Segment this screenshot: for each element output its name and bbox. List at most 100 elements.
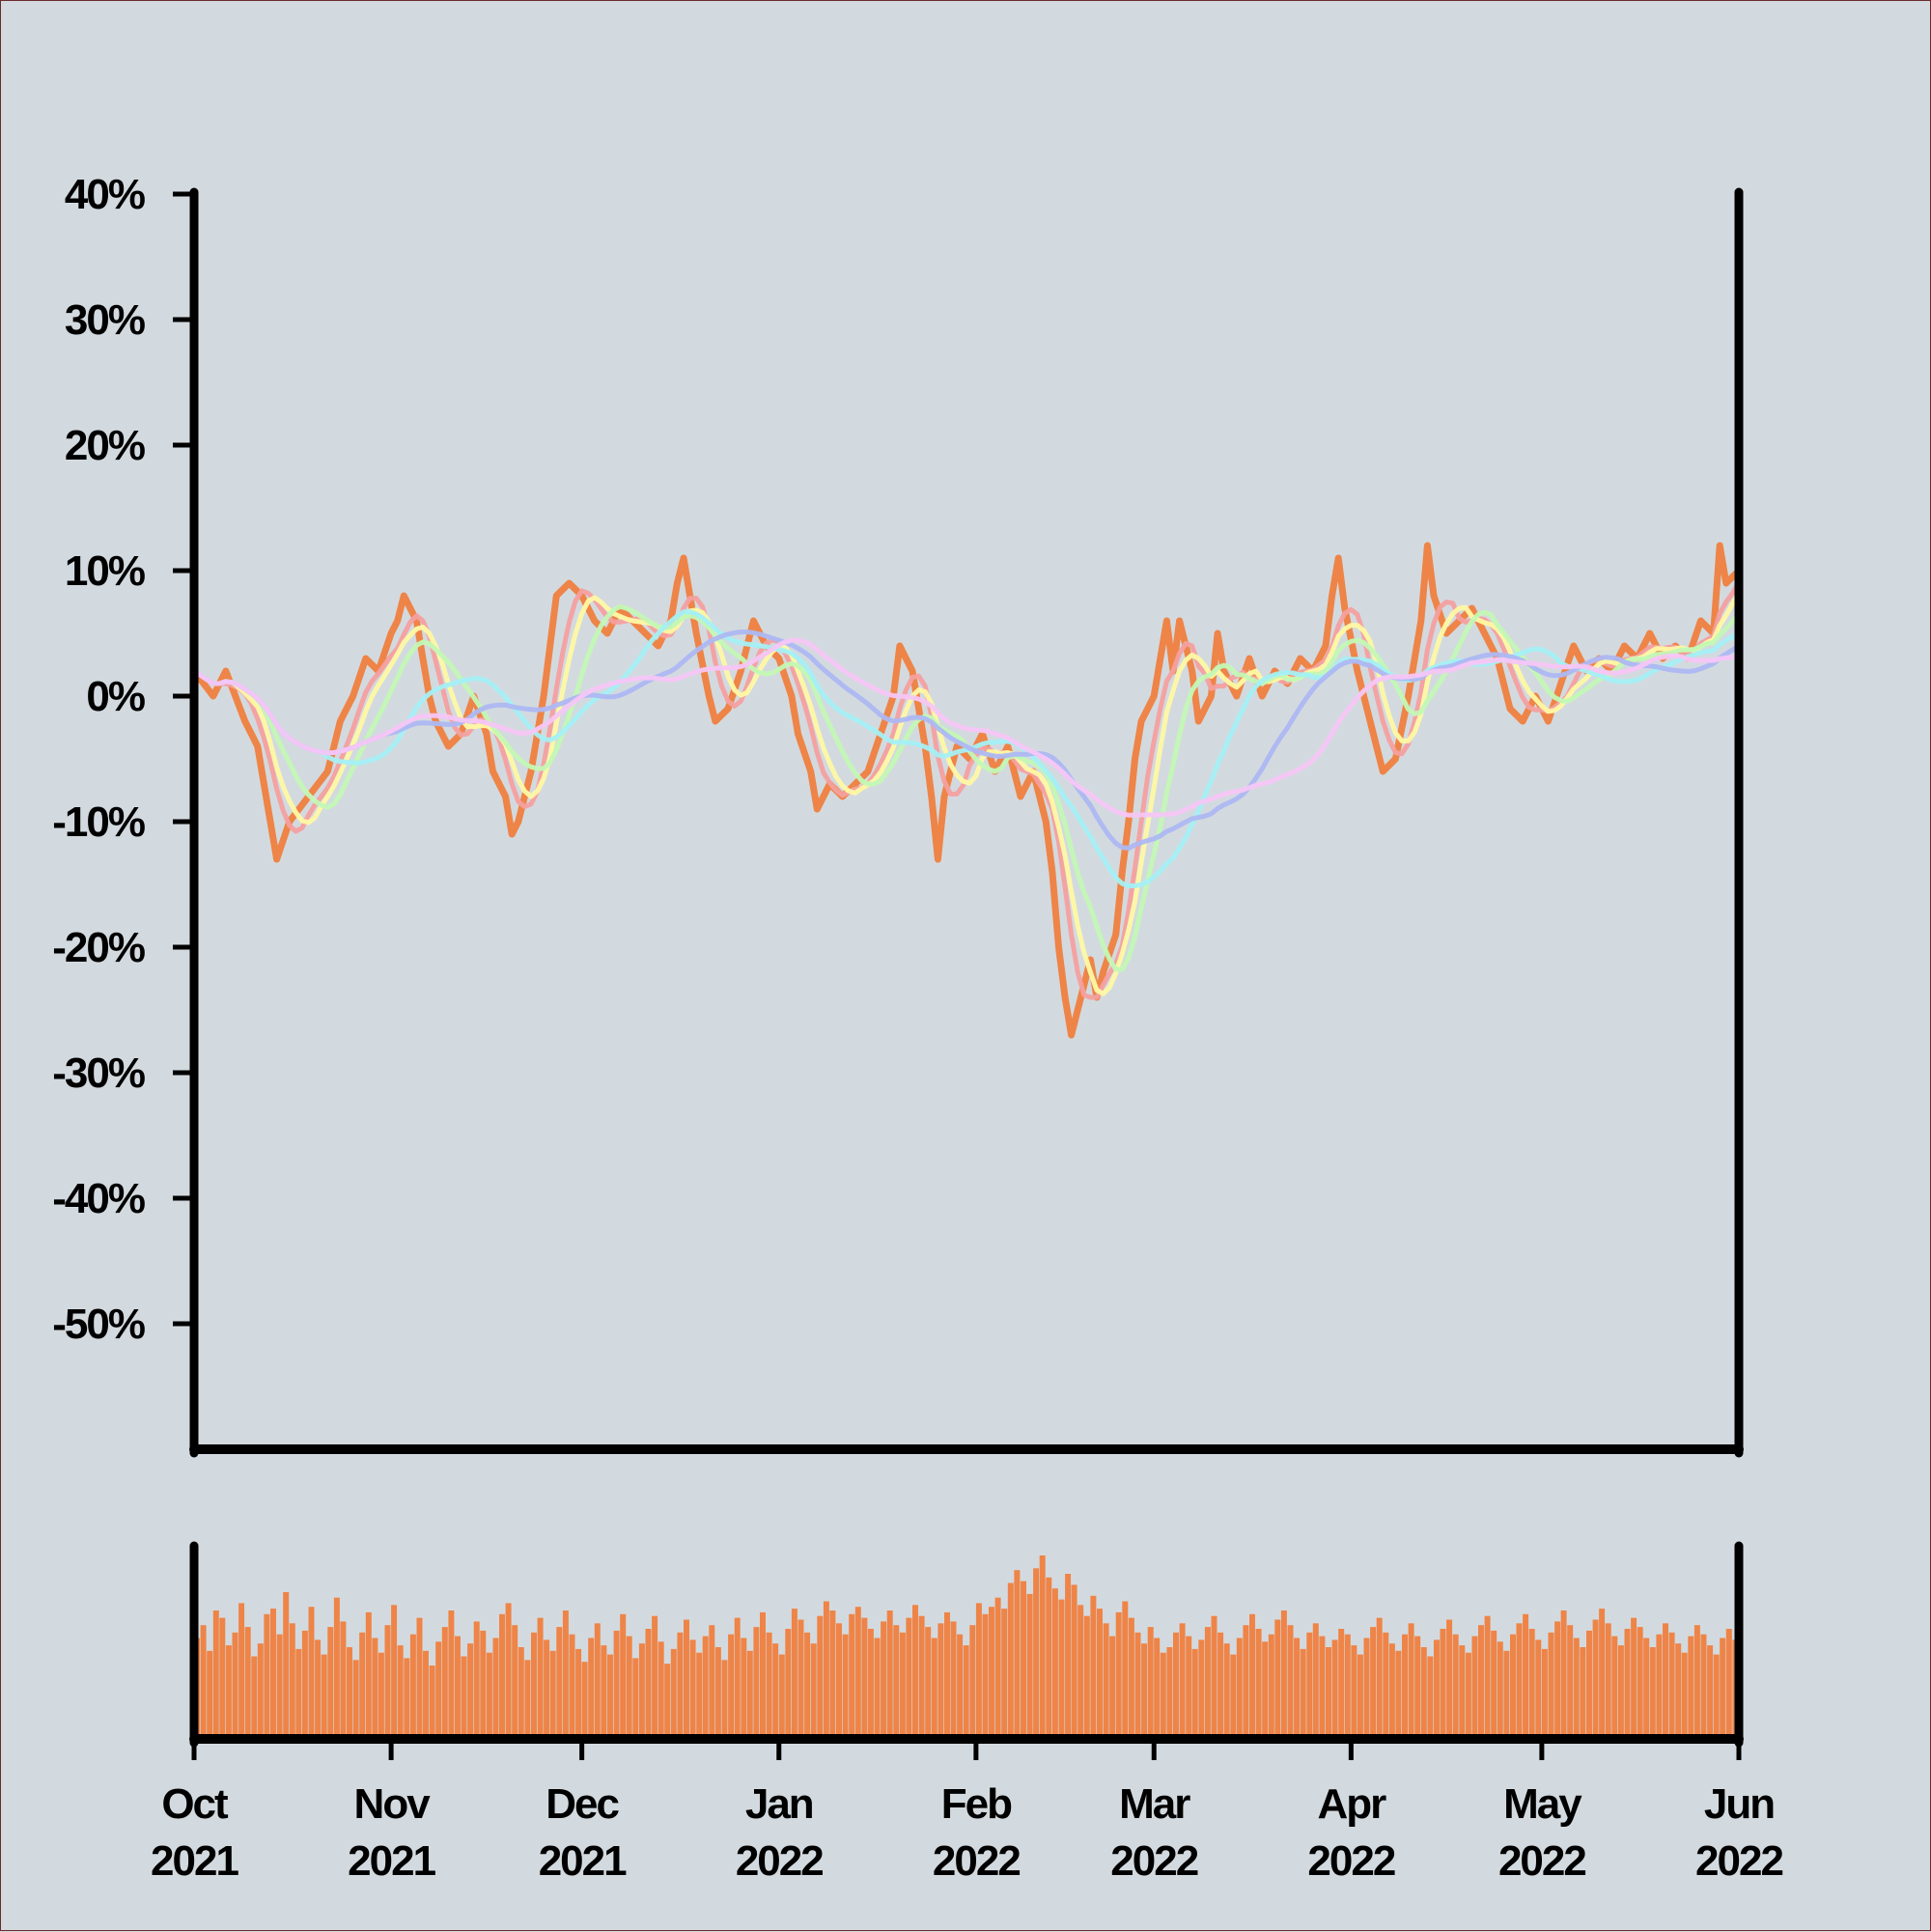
volume-bar (1186, 1636, 1192, 1739)
y-tick-label: -20% (52, 924, 145, 971)
volume-bar (689, 1639, 696, 1739)
volume-bar (435, 1641, 442, 1739)
y-tick-label: -30% (52, 1050, 145, 1097)
y-tick-label: -50% (52, 1301, 145, 1348)
volume-bar (1376, 1617, 1383, 1739)
volume-bar (289, 1623, 295, 1739)
volume-bar (378, 1652, 384, 1739)
volume-bar (416, 1617, 423, 1739)
volume-bar (1326, 1647, 1331, 1739)
volume-bar (556, 1627, 563, 1739)
volume-bar (581, 1662, 588, 1739)
volume-bar (200, 1625, 207, 1739)
x-tick-month: May (1503, 1780, 1582, 1828)
volume-bar (1605, 1623, 1611, 1739)
volume-bar (741, 1638, 747, 1739)
x-tick-year: 2022 (1695, 1837, 1782, 1885)
volume-bar (219, 1617, 226, 1739)
volume-bar (549, 1650, 556, 1739)
volume-bar (1383, 1632, 1389, 1739)
volume-bar (1026, 1593, 1033, 1739)
series-line-daily-return (191, 542, 1742, 1039)
volume-bar (512, 1625, 518, 1739)
volume-bar (562, 1610, 569, 1739)
volume-bar (283, 1592, 290, 1739)
y-tick-label: 40% (65, 171, 145, 218)
volume-bar (1128, 1617, 1134, 1739)
volume-bar (1471, 1636, 1478, 1739)
volume-bar (709, 1625, 715, 1739)
volume-bar (728, 1634, 735, 1739)
x-tick-month: Dec (546, 1780, 619, 1828)
volume-bar (925, 1627, 932, 1739)
volume-bar (1211, 1615, 1217, 1739)
volume-bar (645, 1629, 652, 1739)
y-tick-label: 0% (86, 673, 144, 720)
volume-bar (518, 1647, 524, 1739)
y-tick-label: 20% (65, 422, 145, 469)
x-tick-month: Nov (354, 1780, 432, 1828)
volume-bar (359, 1632, 366, 1739)
volume-bar (473, 1621, 480, 1739)
volume-bar (1484, 1615, 1491, 1739)
volume-bar (1491, 1630, 1497, 1739)
volume-bar (321, 1654, 327, 1739)
volume-bar (1370, 1627, 1377, 1739)
volume-bar (944, 1611, 950, 1739)
x-tick-month: Mar (1119, 1780, 1190, 1828)
volume-bar (772, 1643, 779, 1739)
volume-bar (714, 1647, 721, 1739)
volume-bar (652, 1615, 658, 1739)
x-tick-month: Feb (941, 1780, 1012, 1828)
volume-bar (397, 1645, 404, 1739)
volume-bar (950, 1621, 957, 1739)
volume-bar (1478, 1625, 1484, 1739)
x-tick-year: 2022 (1498, 1837, 1585, 1885)
volume-bar (1103, 1623, 1109, 1739)
volume-bar (1173, 1632, 1179, 1739)
volume-bar (1300, 1648, 1306, 1739)
volume-bar (1592, 1619, 1599, 1739)
y-tick-label: -10% (52, 798, 145, 846)
volume-bar (1434, 1639, 1440, 1739)
x-tick-year: 2021 (348, 1837, 435, 1885)
volume-bar (365, 1611, 372, 1739)
volume-bar (492, 1638, 499, 1739)
volume-bar (957, 1634, 964, 1739)
volume-bar (1503, 1650, 1510, 1739)
volume-bar (1649, 1647, 1656, 1739)
volume-bar (467, 1643, 474, 1739)
volume-bar (1331, 1639, 1338, 1739)
volume-bar (384, 1625, 391, 1739)
volume-bar (664, 1664, 671, 1739)
volume-bar (1236, 1638, 1243, 1739)
volume-bar (1319, 1636, 1326, 1739)
volume-bar (1560, 1610, 1567, 1739)
volume-bar (1204, 1627, 1211, 1739)
volume-bar (1725, 1629, 1732, 1739)
volume-bar (1510, 1634, 1516, 1739)
volume-bar (982, 1613, 989, 1739)
volume-bar (1656, 1634, 1663, 1739)
volume-bar (212, 1610, 219, 1739)
volume-bar (1338, 1629, 1345, 1739)
volume-bar (1528, 1629, 1535, 1739)
volume-bar (441, 1627, 448, 1739)
volume-bar (1287, 1625, 1294, 1739)
volume-bar (613, 1630, 620, 1739)
volume-bar (969, 1625, 976, 1739)
volume-bar (1115, 1611, 1122, 1739)
volume-bar (251, 1656, 258, 1739)
volume-bar (963, 1645, 969, 1739)
volume-bar (1255, 1629, 1262, 1739)
volume-bar (1675, 1643, 1682, 1739)
volume-bar (881, 1621, 887, 1739)
volume-bar (1459, 1645, 1466, 1739)
volume-bar (721, 1660, 728, 1739)
volume-bar (696, 1652, 703, 1739)
volume-bar (1700, 1634, 1707, 1739)
volume-bar (480, 1630, 487, 1739)
volume-bar (1599, 1609, 1606, 1739)
volume-bar (791, 1609, 798, 1739)
x-tick-year: 2022 (1307, 1837, 1394, 1885)
